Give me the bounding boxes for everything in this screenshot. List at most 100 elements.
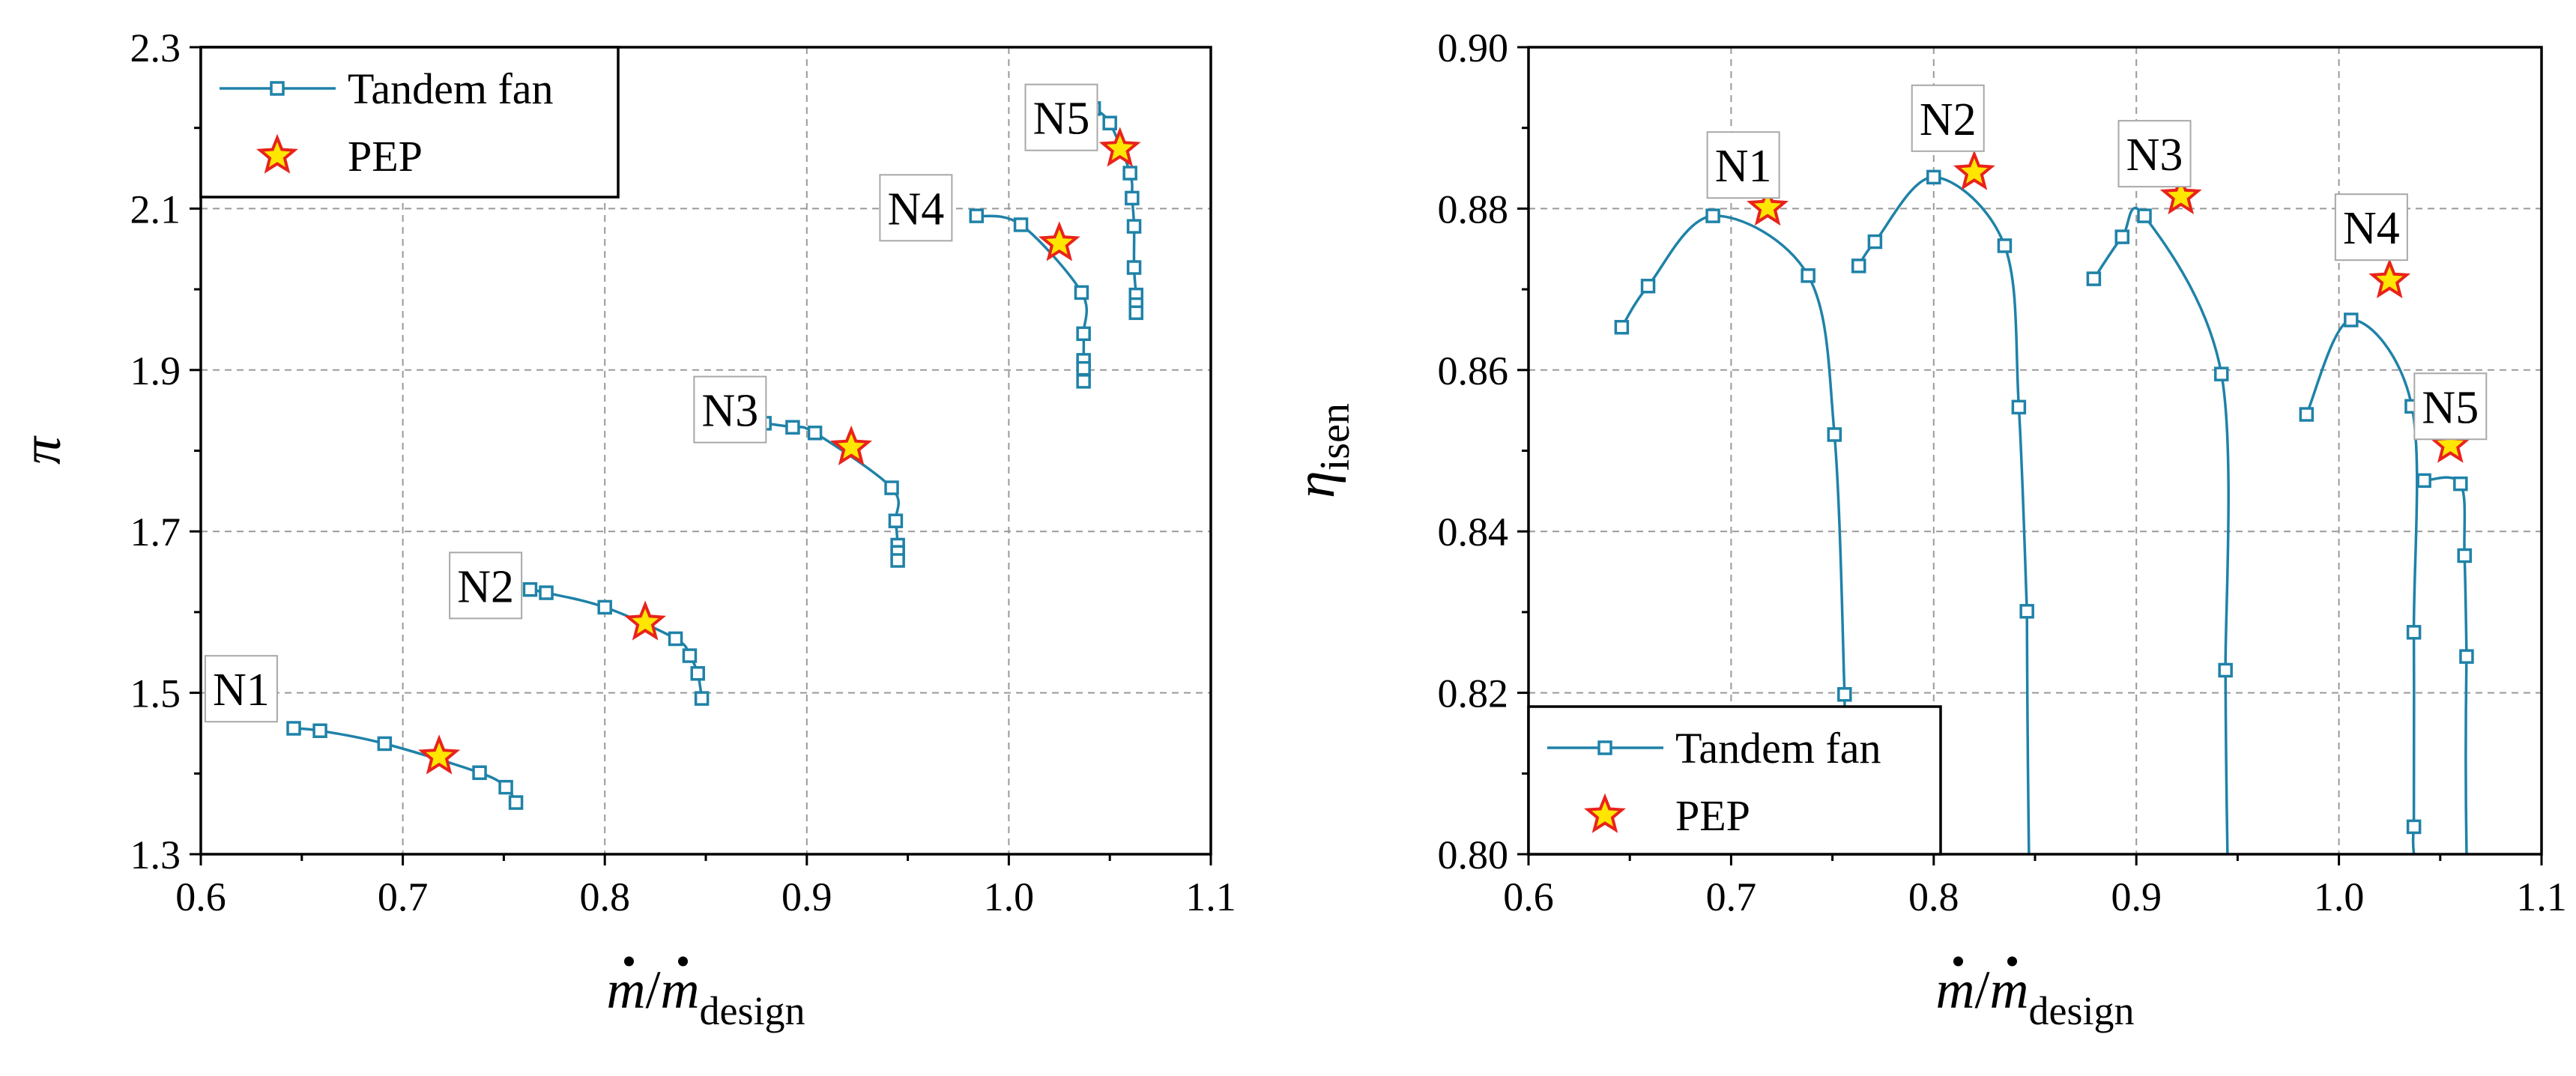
data-point-marker	[890, 553, 905, 568]
legend-star-swatch	[256, 133, 298, 174]
data-point-marker	[1126, 219, 1142, 234]
data-point-marker	[312, 723, 327, 738]
annotation-box	[2413, 372, 2488, 441]
data-point-marker	[522, 581, 538, 597]
pep-star-marker	[2368, 258, 2411, 299]
data-point-marker	[1074, 285, 1089, 300]
data-point-marker	[884, 480, 899, 495]
pep-star-marker	[1098, 127, 1141, 167]
data-point-marker	[286, 721, 301, 736]
series-line	[2092, 206, 2230, 671]
annotation-label: N3	[2126, 130, 2183, 181]
data-point-marker	[2457, 548, 2472, 563]
data-point-marker	[969, 208, 985, 223]
data-point-marker	[1926, 169, 1941, 185]
data-point-marker	[2114, 229, 2130, 244]
legend-label-tandem-fan: Tandem fan	[1675, 724, 1881, 773]
data-point-marker	[2416, 473, 2431, 489]
data-point-marker	[1997, 238, 2013, 253]
annotation-box	[1706, 131, 1780, 199]
data-point-marker	[1076, 374, 1091, 389]
y-axis-title: π	[11, 435, 73, 465]
x-axis-title: m/mdesign	[1935, 960, 2134, 1033]
series-tail-line	[2464, 656, 2468, 855]
legend-box	[1527, 705, 1942, 856]
y-tick-label: 0.90	[1438, 25, 1509, 70]
annotation-label: N5	[2422, 382, 2479, 433]
legend-marker-swatch	[270, 81, 285, 96]
y-tick-label: 0.86	[1438, 348, 1509, 393]
data-point-marker	[1851, 259, 1866, 273]
chart-2: N1 N2 N3 N4 N5 0.6 0.7 0.8 0.9 1.0 1.1 0.80 0.82 0.84…	[1285, 25, 2567, 1033]
legend-label-tandem-fan: Tandem fan	[348, 64, 554, 113]
y-tick-label: 1.5	[130, 671, 181, 716]
x-tick-label: 1.0	[984, 874, 1035, 919]
annotation-label: N2	[457, 561, 514, 612]
data-point-marker	[1801, 268, 1815, 283]
series-N3	[757, 416, 905, 568]
pep-star-marker	[2159, 174, 2202, 215]
legend-label-pep: PEP	[1675, 791, 1750, 840]
y-tick-label: 0.84	[1438, 510, 1509, 554]
series-N4	[969, 208, 1091, 389]
x-tick-label: 0.6	[1503, 874, 1554, 919]
pep-star-marker	[1747, 185, 1789, 226]
x-tick-label: 1.0	[2314, 874, 2365, 919]
chart-1: N1 N2 N3 N4 N5 0.6 0.7 0.8 0.9 1.0 1.1 1.3 1.5 1.7 1.9…	[11, 25, 1236, 1033]
x-tick-label: 0.7	[1706, 874, 1757, 919]
series-N4	[2299, 258, 2422, 835]
annotation-box	[204, 655, 278, 723]
x-tick-label: 0.8	[1908, 874, 1959, 919]
data-point-marker	[690, 666, 705, 681]
data-point-marker	[2011, 399, 2027, 415]
overdot	[2007, 956, 2018, 967]
data-point-marker	[1102, 115, 1117, 130]
series-N3	[2086, 174, 2233, 678]
annotation-box	[2334, 193, 2408, 262]
legend-label-pep: PEP	[348, 132, 423, 181]
overdot	[678, 956, 689, 967]
data-point-marker	[888, 513, 904, 528]
series-N5	[2416, 423, 2474, 664]
x-tick-label: 0.6	[175, 874, 226, 919]
data-point-marker	[1076, 360, 1091, 376]
x-tick-label: 0.8	[579, 874, 630, 919]
data-point-marker	[2214, 366, 2229, 381]
series-line	[2424, 476, 2468, 657]
pep-star-marker	[1953, 150, 1995, 190]
data-point-marker	[1128, 305, 1143, 321]
x-tick-label: 1.1	[2516, 874, 2567, 919]
y-axis-title: ηisen	[1285, 403, 1358, 498]
data-point-marker	[1705, 208, 1720, 223]
data-point-marker	[1076, 326, 1091, 342]
data-point-marker	[2218, 662, 2233, 678]
data-point-marker	[2406, 819, 2422, 835]
data-point-marker	[2086, 271, 2102, 286]
annotation-label: N4	[887, 184, 944, 235]
x-tick-label: 0.9	[2111, 874, 2162, 919]
data-point-marker	[1827, 427, 1842, 442]
annotation-box	[2117, 120, 2192, 188]
data-point-marker	[668, 631, 683, 647]
legend-box	[199, 46, 620, 199]
y-tick-label: 0.82	[1438, 671, 1509, 716]
data-point-marker	[1867, 234, 1883, 250]
annotation-label: N5	[1033, 94, 1090, 145]
annotation-box	[879, 174, 953, 242]
legend-star-swatch	[1584, 793, 1626, 833]
series-N2	[522, 581, 710, 706]
y-tick-label: 0.88	[1438, 187, 1509, 232]
legend-marker-swatch	[1597, 740, 1612, 755]
data-point-marker	[2453, 476, 2468, 492]
series-tail-line	[2025, 611, 2031, 855]
data-point-marker	[1122, 166, 1137, 181]
data-point-marker	[2137, 208, 2152, 223]
x-tick-label: 1.1	[1185, 874, 1236, 919]
data-point-marker	[785, 420, 800, 435]
series-N1	[286, 721, 524, 810]
data-point-marker	[807, 426, 823, 441]
x-tick-label: 0.9	[781, 874, 832, 919]
data-point-marker	[694, 691, 710, 706]
annotation-label: N2	[1920, 94, 1977, 145]
data-point-marker	[508, 795, 524, 810]
